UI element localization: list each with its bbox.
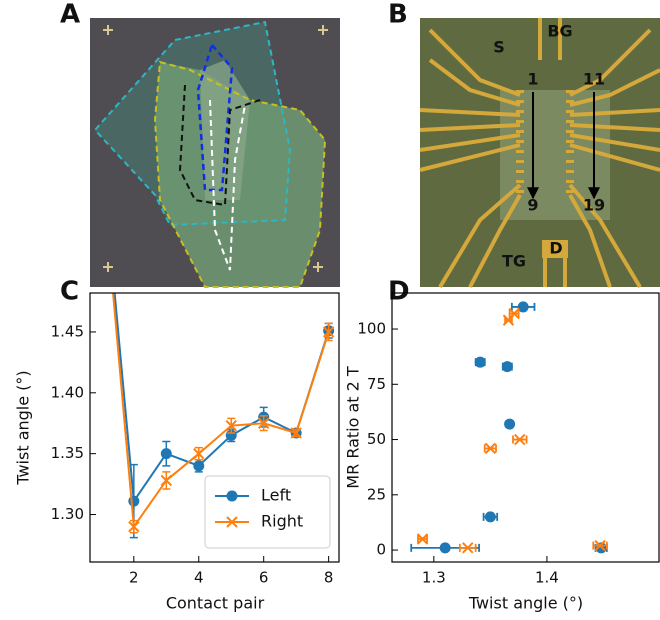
point [257,417,270,429]
point [128,520,140,533]
point [484,511,496,523]
x-axis-label: Twist angle (°) [468,594,583,613]
photo-label: TG [502,252,526,271]
y-tick-label: 1.40 [51,383,84,401]
legend-marker [226,516,238,528]
point [193,460,205,472]
y-tick-label: 50 [367,430,386,448]
panel-label: D [388,277,410,307]
photo-label: 9 [527,196,538,215]
point [594,539,606,552]
legend-label: Left [261,486,291,505]
point [160,474,173,487]
point [501,361,513,373]
plot-area [410,301,608,554]
point [439,542,451,554]
x-tick-label: 8 [324,569,334,587]
x-tick-label: 2 [129,569,139,587]
y-tick-label: 1.45 [51,322,84,340]
panel-label: A [60,0,80,30]
photo-label: BG [547,22,572,41]
photo-b: S BG 1 11 9 19 TG D [419,18,660,289]
point [514,433,526,446]
point [225,419,237,432]
point [504,418,516,430]
y-axis-label: Twist angle (°) [14,370,33,485]
point [517,301,529,313]
photo-label: 1 [527,70,538,89]
point [128,495,140,507]
point [290,427,302,439]
point [484,442,497,455]
photo-a [90,18,340,288]
y-tick-label: 100 [357,320,386,338]
photo-label: 11 [583,70,605,89]
axes-frame [391,292,660,563]
legend-marker [226,490,238,502]
x-tick-label: 4 [194,569,204,587]
point [322,326,335,338]
x-axis-label: Contact pair [166,594,265,613]
y-tick-label: 25 [367,485,386,503]
photo-label: D [549,239,562,258]
y-tick-label: 0 [376,541,386,559]
point [193,447,205,460]
series-line [112,293,330,530]
panel-label: C [60,277,79,307]
point [160,448,172,460]
x-tick-label: 6 [259,569,269,587]
photo-label: S [493,38,505,57]
point [508,307,520,320]
y-tick-label: 75 [367,375,386,393]
x-tick-label: 1.4 [535,569,559,587]
axes-frame [89,292,340,563]
legend-marker [226,516,238,528]
point [474,356,486,368]
point [462,542,474,554]
plot-area [112,293,335,539]
point [416,533,429,545]
y-axis-label: MR Ratio at 2 T [344,366,363,489]
y-tick-label: 1.35 [51,444,84,462]
photo-label: 19 [583,196,605,215]
legend-marker [226,490,238,502]
x-tick-label: 1.3 [422,569,446,587]
legend-label: Right [261,512,303,531]
panel-label: B [388,0,408,30]
y-tick-label: 1.30 [51,505,84,523]
